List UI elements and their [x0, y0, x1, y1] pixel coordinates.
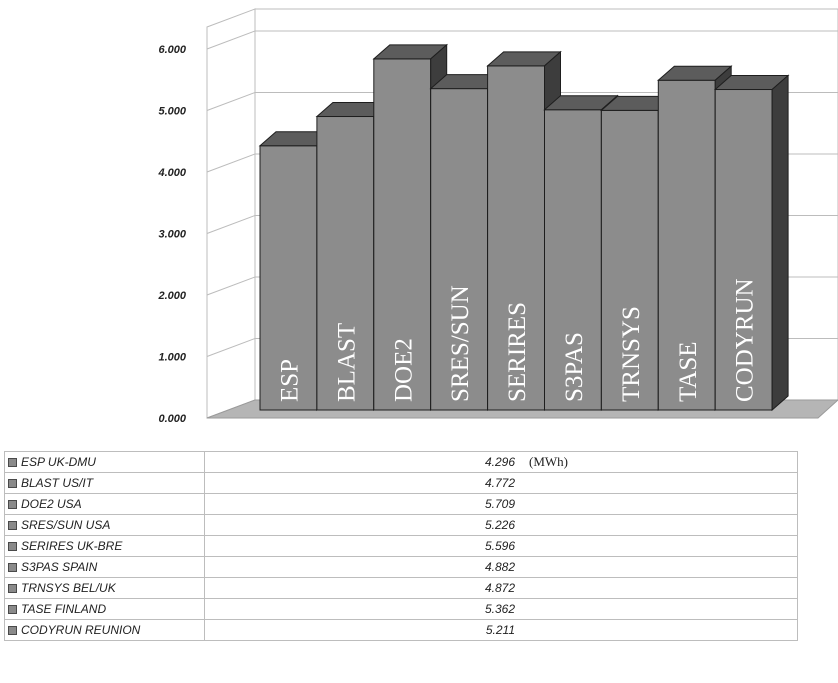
series-name: TASE FINLAND	[21, 602, 107, 616]
bar	[487, 65, 546, 411]
series-name: BLAST US/IT	[21, 476, 94, 490]
gridline	[206, 30, 838, 50]
table-row: S3PAS SPAIN 4.882	[4, 556, 798, 578]
series-name: TRNSYS BEL/UK	[21, 581, 116, 595]
table-row: DOE2 USA 5.709	[4, 493, 798, 515]
table-row: BLAST US/IT 4.772	[4, 472, 798, 494]
legend-swatch	[8, 605, 17, 615]
value-cell: 5.362	[204, 598, 798, 620]
series-value: 4.296	[484, 455, 515, 469]
bar	[430, 88, 489, 411]
bar-label: BLAST	[333, 323, 360, 402]
series-value: 4.772	[484, 476, 515, 490]
bar	[259, 145, 318, 411]
bar	[600, 109, 659, 411]
bar-label: CODYRUN	[732, 278, 759, 402]
table-row: SRES/SUN USA 5.226	[4, 514, 798, 536]
legend-swatch	[8, 563, 17, 573]
series-name-cell: TRNSYS BEL/UK	[4, 577, 205, 599]
table-row: SERIRES UK-BRE 5.596	[4, 535, 798, 557]
series-value: 5.596	[484, 539, 515, 553]
value-cell: 5.596	[204, 535, 798, 557]
series-name-cell: TASE FINLAND	[4, 598, 205, 620]
bar-label: TASE	[675, 342, 702, 403]
series-name: S3PAS SPAIN	[21, 560, 98, 574]
value-cell: 5.211	[204, 619, 798, 641]
series-value: 5.709	[484, 497, 515, 511]
y-tick-label: 6.000	[158, 44, 186, 56]
legend-swatch	[8, 458, 17, 468]
unit-label: (MWh)	[529, 454, 568, 469]
side-wall	[206, 8, 256, 419]
series-name-cell: ESP UK-DMU	[4, 451, 205, 473]
legend-swatch	[8, 626, 17, 636]
y-tick-label: 2.000	[157, 290, 186, 302]
y-tick-label: 5.000	[158, 106, 186, 118]
series-name-cell: CODYRUN REUNION	[4, 619, 205, 641]
table-row: CODYRUN REUNION 5.211	[4, 619, 798, 641]
series-name-cell: DOE2 USA	[4, 493, 205, 515]
series-name: DOE2 USA	[21, 497, 82, 511]
series-name: SERIRES UK-BRE	[21, 539, 123, 553]
series-value: 5.362	[484, 602, 515, 616]
value-cell: 4.296 (MWh)	[204, 451, 798, 473]
value-cell: 4.772	[204, 472, 798, 494]
series-name-cell: BLAST US/IT	[4, 472, 205, 494]
bar-chart-3d: 0.000 1.000 2.000 3.000 4.000 5.000 6.000 ESP BL…	[157, 8, 838, 425]
value-cell: 5.709	[204, 493, 798, 515]
data-table-body: ESP UK-DMU 4.296 (MWh) BLAST US/IT 4.772 DOE2…	[4, 451, 798, 641]
series-value: 5.211	[485, 623, 515, 637]
y-tick-label: 3.000	[158, 229, 186, 241]
bar-label: ESP	[276, 359, 303, 402]
bar-label: SERIRES	[504, 302, 531, 402]
bar-label: DOE2	[390, 338, 417, 402]
bar-label: TRNSYS	[618, 306, 645, 402]
bar	[657, 79, 716, 411]
series-name: CODYRUN REUNION	[21, 623, 141, 637]
y-tick-label: 0.000	[158, 413, 186, 425]
table-row: TRNSYS BEL/UK 4.872	[4, 577, 798, 599]
value-cell: 5.226	[204, 514, 798, 536]
y-tick-label: 1.000	[158, 352, 186, 364]
legend-swatch	[8, 584, 17, 594]
bar-side	[771, 74, 789, 412]
table-row: TASE FINLAND 5.362	[4, 598, 798, 620]
series-name-cell: S3PAS SPAIN	[4, 556, 205, 578]
value-cell: 4.882	[204, 556, 798, 578]
legend-swatch	[8, 500, 17, 510]
series-name: ESP UK-DMU	[21, 455, 96, 469]
table-row: ESP UK-DMU 4.296 (MWh)	[4, 451, 798, 473]
value-cell: 4.872	[204, 577, 798, 599]
bar	[544, 109, 602, 411]
series-value: 4.882	[484, 560, 515, 574]
y-tick-label: 4.000	[157, 167, 186, 179]
data-table: ESP UK-DMU 4.296 (MWh) BLAST US/IT 4.772 DOE2…	[4, 451, 798, 641]
series-name-cell: SRES/SUN USA	[4, 514, 205, 536]
bar-label: S3PAS	[561, 332, 588, 402]
gridline	[206, 92, 838, 111]
series-value: 5.226	[484, 518, 515, 532]
bar-label: SRES/SUN	[447, 285, 474, 402]
series-name: SRES/SUN USA	[21, 518, 111, 532]
legend-swatch	[8, 479, 17, 489]
legend-swatch	[8, 521, 17, 531]
series-name-cell: SERIRES UK-BRE	[4, 535, 205, 557]
bar	[316, 116, 375, 411]
legend-swatch	[8, 542, 17, 552]
series-value: 4.872	[484, 581, 515, 595]
